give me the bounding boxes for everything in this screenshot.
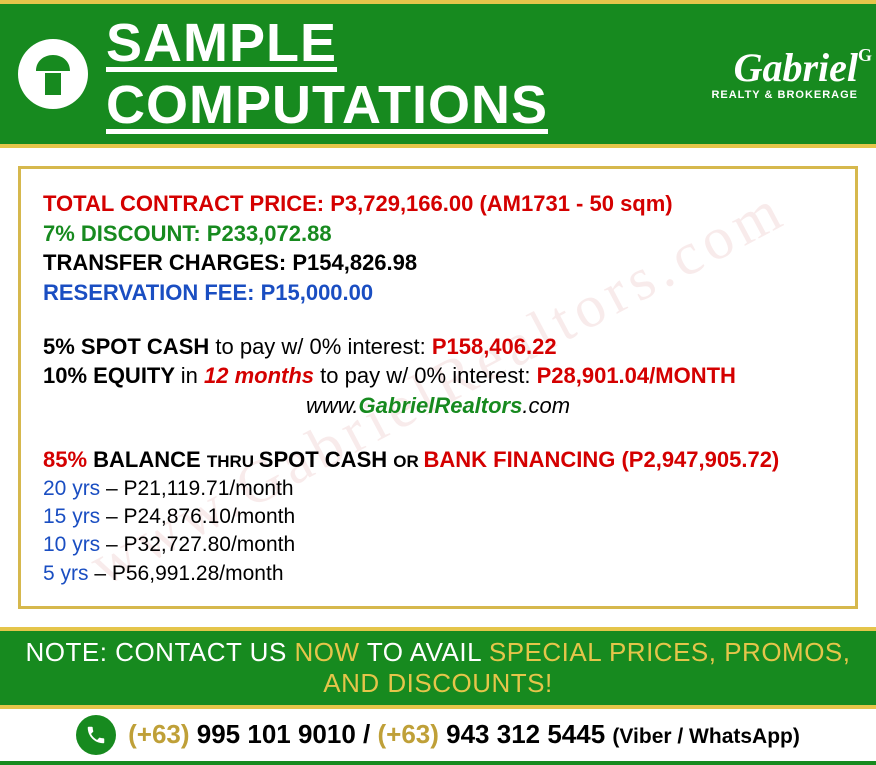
line-reservation-fee: RESERVATION FEE: P15,000.00 [43,278,833,308]
header-bar: SAMPLE COMPUTATIONS GabrielG REALTY & BR… [0,0,876,148]
note-bar: NOTE: CONTACT US NOW TO AVAIL SPECIAL PR… [0,627,876,705]
brand-block: GabrielG REALTY & BROKERAGE [711,48,858,101]
line-balance: 85% BALANCE THRU SPOT CASH OR BANK FINAN… [43,445,833,475]
phone-numbers: (+63) 995 101 9010 / (+63) 943 312 5445 … [128,719,800,750]
note-text-a: NOTE: CONTACT US [26,637,295,667]
content-wrap: www.GabrielRealtors.com TOTAL CONTRACT P… [0,148,876,627]
line-transfer-charges: TRANSFER CHARGES: P154,826.98 [43,248,833,278]
line-total-contract-price: TOTAL CONTRACT PRICE: P3,729,166.00 (AM1… [43,189,833,219]
brand-subtitle: REALTY & BROKERAGE [711,90,858,101]
line-schedule-20yrs: 20 yrs – P21,119.71/month [43,475,833,503]
line-discount: 7% DISCOUNT: P233,072.88 [43,219,833,249]
phone-bar: (+63) 995 101 9010 / (+63) 943 312 5445 … [0,705,876,765]
logo-icon [18,39,88,109]
page-title: SAMPLE COMPUTATIONS [106,12,711,136]
note-text-c: TO AVAIL [367,637,489,667]
brand-name: GabrielG [711,48,858,88]
line-schedule-15yrs: 15 yrs – P24,876.10/month [43,503,833,531]
note-text-now: NOW [295,637,367,667]
line-spot-cash: 5% SPOT CASH to pay w/ 0% interest: P158… [43,332,833,362]
line-schedule-5yrs: 5 yrs – P56,991.28/month [43,560,833,588]
line-equity: 10% EQUITY in 12 months to pay w/ 0% int… [43,361,833,391]
line-schedule-10yrs: 10 yrs – P32,727.80/month [43,531,833,559]
line-website: www.GabrielRealtors.com [43,391,833,421]
computation-box: www.GabrielRealtors.com TOTAL CONTRACT P… [18,166,858,609]
phone-icon [76,715,116,755]
